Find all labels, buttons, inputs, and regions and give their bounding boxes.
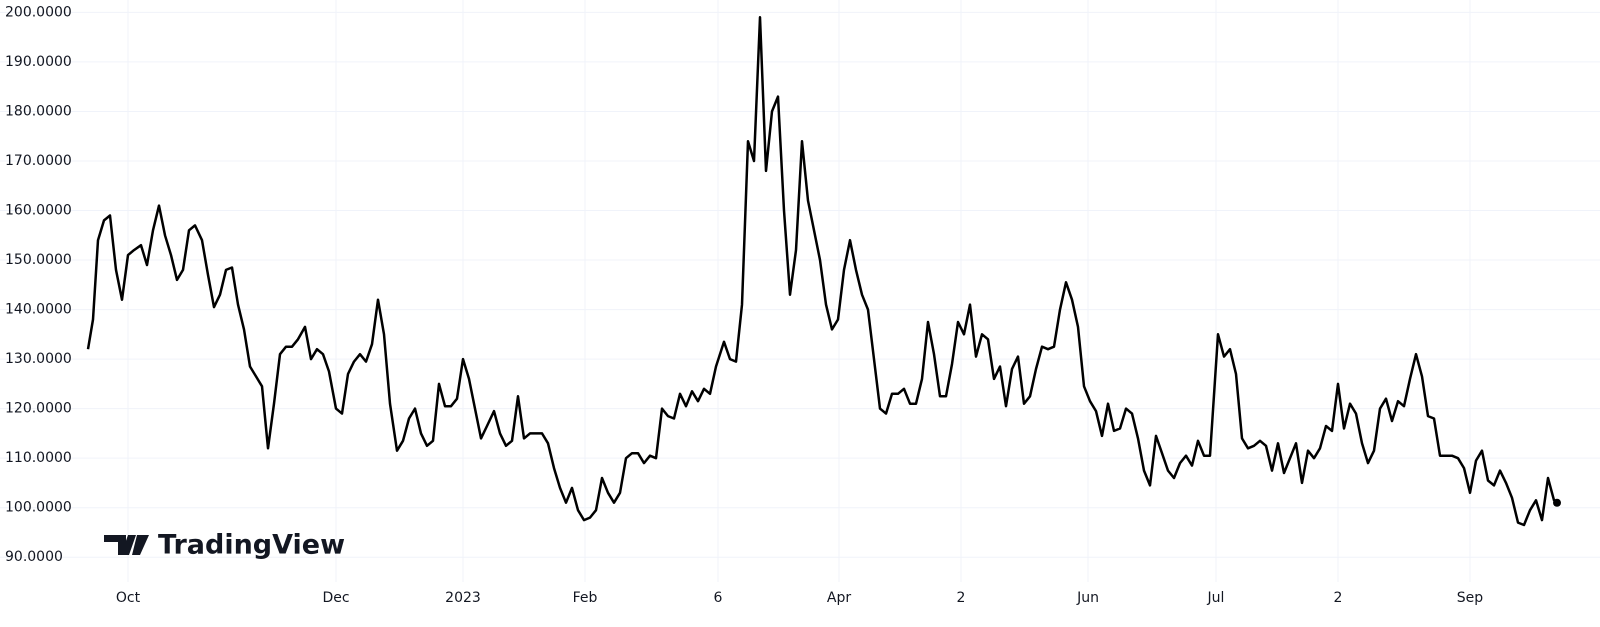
y-tick-label: 200.0000	[5, 4, 72, 20]
x-tick-label: 2	[957, 590, 966, 606]
y-tick-label: 100.0000	[5, 500, 72, 516]
y-tick-label: 130.0000	[5, 351, 72, 367]
x-tick-label: 6	[714, 590, 723, 606]
logo: TradingView	[104, 530, 345, 561]
y-tick-label: 190.0000	[5, 54, 72, 70]
x-tick-label: Jun	[1076, 590, 1099, 606]
price-line	[86, 16, 1558, 527]
y-tick-label: 180.0000	[5, 103, 72, 119]
x-tick-label: 2023	[445, 590, 481, 606]
y-tick-label: 160.0000	[5, 203, 72, 219]
x-tick-label: Jul	[1207, 590, 1225, 606]
last-point	[1553, 498, 1561, 507]
x-tick-label: 2	[1334, 590, 1343, 606]
y-tick-label: 170.0000	[5, 153, 72, 169]
axes: 90.0000 100.0000 110.0000 120.0000 130.0000 1…	[0, 0, 1600, 606]
y-tick-label: 120.0000	[5, 401, 72, 417]
watermark: TradingView	[158, 530, 345, 561]
y-tick-label: 110.0000	[5, 450, 72, 466]
x-tick-label: Oct	[116, 590, 141, 606]
y-tick-label: 150.0000	[5, 252, 72, 268]
logo-icon	[104, 535, 149, 555]
x-tick-label: Dec	[322, 590, 349, 606]
x-tick-label: Sep	[1457, 590, 1484, 606]
x-tick-label: Apr	[827, 590, 851, 606]
y-tick-label: 90.0000	[5, 549, 63, 565]
x-tick-label: Feb	[573, 590, 598, 606]
y-tick-label: 140.0000	[5, 302, 72, 318]
